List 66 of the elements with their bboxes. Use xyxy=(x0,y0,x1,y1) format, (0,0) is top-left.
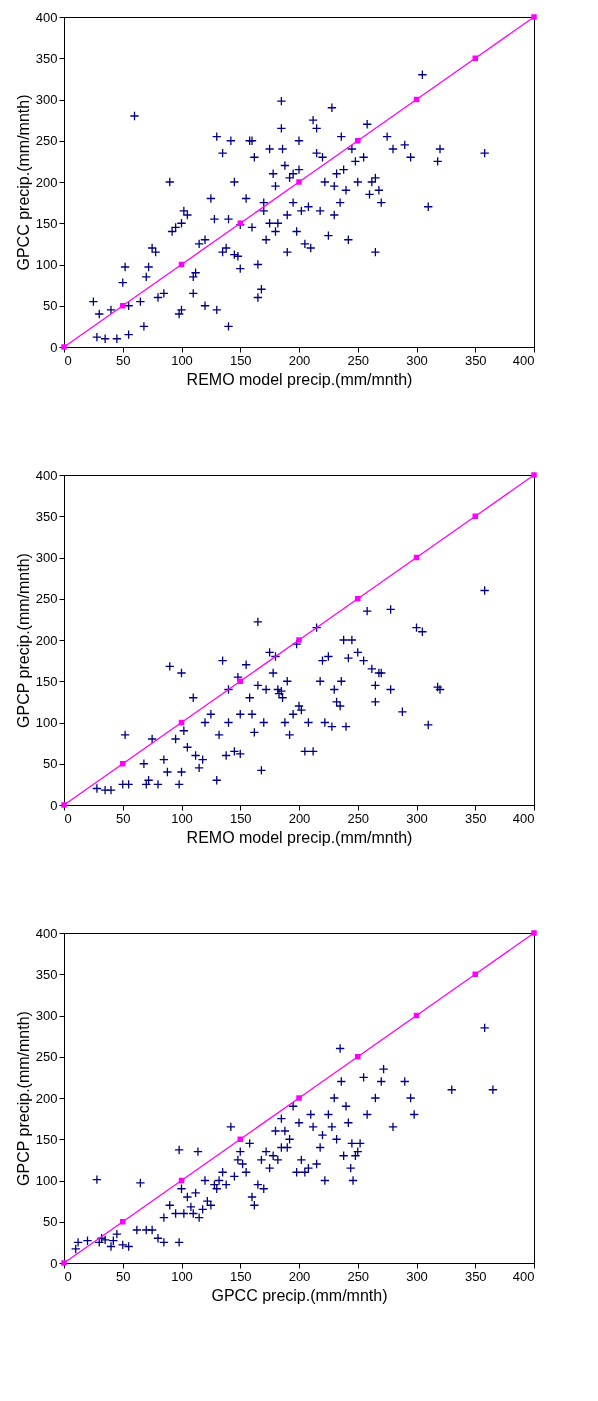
y-tick-label: 300 xyxy=(35,550,58,565)
y-tick-label: 300 xyxy=(35,92,58,107)
y-tick-label: 0 xyxy=(50,339,58,355)
point xyxy=(531,14,537,20)
y-tick-label: 350 xyxy=(35,966,58,982)
x-tick-label: 400 xyxy=(512,352,535,368)
y-tick-label: 0 xyxy=(50,1255,58,1271)
x-tick-label: 100 xyxy=(171,810,193,826)
y-tick-label: 100 xyxy=(35,715,58,730)
x-axis-title: REMO model precip.(mm/mnth) xyxy=(186,828,413,846)
x-tick-label: 100 xyxy=(171,1268,193,1284)
x-tick-label: 100 xyxy=(171,352,193,368)
point xyxy=(531,930,537,936)
x-axis-title: REMO model precip.(mm/mnth) xyxy=(186,370,413,388)
y-tick-label: 100 xyxy=(35,257,58,272)
y-tick-label: 150 xyxy=(35,215,58,231)
x-tick-label: 300 xyxy=(406,1268,428,1284)
x-tick-label: 50 xyxy=(116,810,131,826)
y-tick-label: 250 xyxy=(35,1049,58,1065)
x-tick-label: 0 xyxy=(64,810,72,826)
y-tick-label: 400 xyxy=(35,925,58,941)
x-tick-label: 300 xyxy=(406,352,428,368)
x-tick-label: 250 xyxy=(347,352,370,368)
x-tick-label: 50 xyxy=(116,1268,131,1284)
x-tick-label: 350 xyxy=(464,810,487,826)
y-tick-label: 200 xyxy=(35,174,58,190)
point xyxy=(296,637,302,643)
y-tick-label: 50 xyxy=(43,756,58,772)
point xyxy=(296,179,302,185)
y-tick-label: 50 xyxy=(43,298,58,314)
y-tick-label: 50 xyxy=(43,1214,58,1230)
y-tick-label: 0 xyxy=(50,797,58,813)
point xyxy=(296,1095,302,1101)
y-tick-label: 150 xyxy=(35,1131,58,1147)
point xyxy=(531,472,537,478)
y-tick-label: 300 xyxy=(35,1008,58,1023)
x-tick-label: 200 xyxy=(288,810,311,826)
y-tick-label: 200 xyxy=(35,632,58,648)
x-tick-label: 50 xyxy=(116,352,131,368)
x-tick-label: 350 xyxy=(464,1268,487,1284)
x-tick-label: 400 xyxy=(512,810,535,826)
y-tick-label: 200 xyxy=(35,1090,58,1106)
x-tick-label: 200 xyxy=(288,352,311,368)
x-tick-label: 350 xyxy=(464,352,487,368)
x-axis-title: GPCC precip.(mm/mnth) xyxy=(211,1286,388,1304)
x-tick-label: 300 xyxy=(406,810,428,826)
y-tick-label: 100 xyxy=(35,1173,58,1188)
y-axis-title: GPCP precip.(mm/mnth) xyxy=(14,1011,32,1186)
x-tick-label: 150 xyxy=(229,1268,252,1284)
y-tick-label: 350 xyxy=(35,50,58,66)
x-tick-label: 250 xyxy=(347,810,370,826)
y-tick-label: 400 xyxy=(35,467,58,483)
y-tick-label: 150 xyxy=(35,673,58,689)
x-tick-label: 200 xyxy=(288,1268,311,1284)
x-tick-label: 0 xyxy=(64,352,72,368)
x-tick-label: 400 xyxy=(512,1268,535,1284)
y-tick-label: 400 xyxy=(35,9,58,25)
y-axis-title: GPCC precip.(mm/mnth) xyxy=(14,94,32,271)
y-axis-title: GPCP precip.(mm/mnth) xyxy=(14,553,32,728)
x-tick-label: 150 xyxy=(229,352,252,368)
y-tick-label: 250 xyxy=(35,133,58,149)
x-tick-label: 150 xyxy=(229,810,252,826)
x-tick-label: 0 xyxy=(64,1268,72,1284)
y-tick-label: 350 xyxy=(35,508,58,524)
x-tick-label: 250 xyxy=(347,1268,370,1284)
y-tick-label: 250 xyxy=(35,591,58,607)
